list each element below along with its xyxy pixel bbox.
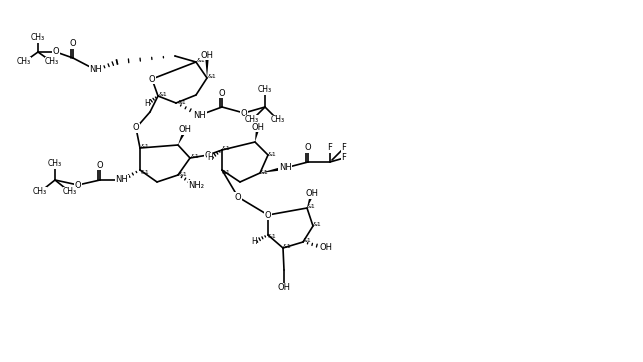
Text: CH₃: CH₃ bbox=[17, 58, 31, 67]
Polygon shape bbox=[307, 193, 314, 208]
Text: O: O bbox=[219, 88, 225, 97]
Text: OH: OH bbox=[278, 283, 291, 292]
Polygon shape bbox=[205, 55, 209, 78]
Text: O: O bbox=[265, 210, 271, 219]
Text: &1: &1 bbox=[141, 169, 149, 174]
Text: CH₃: CH₃ bbox=[245, 115, 259, 125]
Text: O: O bbox=[53, 47, 59, 56]
Text: O: O bbox=[69, 39, 77, 49]
Text: &1: &1 bbox=[283, 244, 291, 249]
Text: &1: &1 bbox=[222, 169, 230, 174]
Text: OH: OH bbox=[305, 189, 318, 198]
Text: O: O bbox=[132, 123, 140, 132]
Text: NH: NH bbox=[194, 110, 206, 119]
Text: &1: &1 bbox=[307, 205, 315, 210]
Text: F: F bbox=[341, 143, 347, 152]
Text: &1: &1 bbox=[141, 144, 149, 150]
Polygon shape bbox=[260, 166, 285, 173]
Text: H: H bbox=[207, 153, 213, 163]
Text: CH₃: CH₃ bbox=[258, 85, 272, 94]
Text: H: H bbox=[144, 100, 150, 109]
Text: O: O bbox=[96, 160, 104, 169]
Text: NH₂: NH₂ bbox=[188, 181, 204, 189]
Text: CH₃: CH₃ bbox=[271, 115, 285, 125]
Text: OH: OH bbox=[179, 126, 192, 135]
Polygon shape bbox=[255, 127, 260, 142]
Text: H: H bbox=[251, 237, 257, 247]
Text: &1: &1 bbox=[260, 169, 268, 174]
Text: F: F bbox=[327, 143, 332, 152]
Text: &1: &1 bbox=[312, 223, 322, 227]
Text: O: O bbox=[305, 143, 311, 152]
Text: &1: &1 bbox=[159, 93, 167, 97]
Text: CH₃: CH₃ bbox=[31, 34, 45, 42]
Text: O: O bbox=[240, 109, 248, 118]
Text: CH₃: CH₃ bbox=[48, 160, 62, 168]
Text: O: O bbox=[235, 193, 241, 202]
Text: OH: OH bbox=[201, 51, 213, 59]
Text: &1: &1 bbox=[267, 152, 276, 156]
Text: NH: NH bbox=[116, 176, 129, 185]
Text: OH: OH bbox=[320, 244, 332, 253]
Text: O: O bbox=[204, 151, 212, 160]
Text: &1: &1 bbox=[267, 235, 276, 240]
Text: &1: &1 bbox=[190, 155, 199, 160]
Text: NH: NH bbox=[89, 66, 102, 75]
Text: CH₃: CH₃ bbox=[33, 188, 47, 197]
Text: &1: &1 bbox=[177, 100, 186, 105]
Text: F: F bbox=[341, 153, 347, 163]
Text: CH₃: CH₃ bbox=[63, 188, 77, 197]
Text: CH₃: CH₃ bbox=[45, 58, 59, 67]
Text: &1: &1 bbox=[303, 239, 311, 244]
Text: NH: NH bbox=[278, 164, 291, 173]
Text: &1: &1 bbox=[179, 172, 187, 177]
Text: &1: &1 bbox=[197, 58, 205, 63]
Text: &1: &1 bbox=[208, 75, 217, 80]
Polygon shape bbox=[178, 129, 187, 145]
Text: &1: &1 bbox=[222, 147, 230, 152]
Text: OH: OH bbox=[251, 122, 264, 131]
Text: O: O bbox=[75, 181, 81, 189]
Text: O: O bbox=[149, 75, 156, 84]
